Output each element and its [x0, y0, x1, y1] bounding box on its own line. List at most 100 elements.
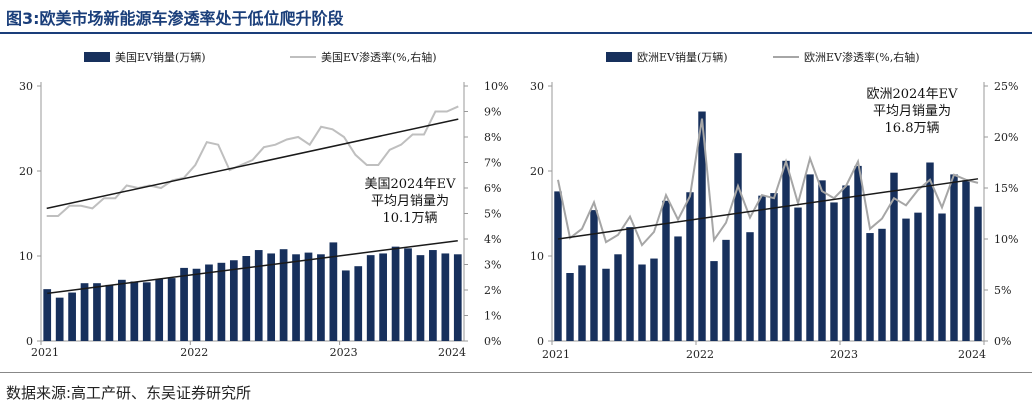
y-tick-label-left: 0	[537, 335, 544, 348]
bar	[254, 250, 263, 341]
y-tick-label-right: 9%	[484, 106, 501, 119]
annotation-line: 16.8万辆	[885, 121, 940, 136]
bar	[93, 283, 101, 341]
bar	[974, 206, 982, 341]
annotation-line: 平均月销量为	[873, 104, 951, 119]
data-source: 数据来源:高工产研、东吴证券研究所	[6, 384, 252, 402]
y-tick-label-right: 7%	[484, 157, 501, 170]
bar	[354, 266, 363, 341]
annotation-line: 欧洲2024年EV	[867, 87, 959, 102]
bar	[329, 242, 338, 341]
bar	[404, 248, 412, 341]
bar	[818, 180, 826, 341]
bar	[650, 258, 658, 341]
bar	[770, 193, 778, 341]
bar	[43, 289, 52, 341]
x-tick-label: 2024	[438, 346, 466, 359]
figure-title: 图3:欧美市场新能源车渗透率处于低位爬升阶段	[6, 9, 344, 28]
y-tick-label-left: 10	[530, 250, 544, 263]
y-tick-label-right: 8%	[484, 131, 501, 144]
figure-title-bar: 图3:欧美市场新能源车渗透率处于低位爬升阶段	[0, 0, 1032, 34]
bar	[842, 185, 850, 341]
bar	[806, 174, 814, 341]
legend-swatch-bar	[606, 52, 632, 62]
bar	[662, 200, 670, 341]
chart-us: 0 10 20 30 0% 1% 2% 3% 4% 5% 6% 7% 8% 9% 10% 2021 2022 20…	[19, 50, 508, 359]
y-tick-label-right: 10%	[994, 233, 1018, 246]
bar	[279, 249, 288, 341]
bar	[304, 252, 313, 341]
figure-footer: 数据来源:高工产研、东吴证券研究所	[0, 372, 1032, 413]
bar	[674, 236, 682, 341]
bar	[429, 250, 437, 341]
y-tick-label-left: 30	[530, 80, 544, 93]
bar	[878, 228, 886, 341]
y-tick-label-left: 20	[19, 165, 33, 178]
bar	[242, 256, 251, 341]
bar	[68, 292, 76, 341]
bar	[758, 195, 766, 341]
bar	[180, 267, 188, 341]
bar	[698, 111, 706, 341]
y-tick-label-right: 3%	[484, 259, 501, 272]
bar	[782, 160, 790, 341]
penetration-line	[46, 105, 459, 217]
chart-europe: 0 10 20 30 0% 5% 10% 15% 20% 25% 2021 2022 2023 2024 欧…	[530, 50, 1018, 361]
bar	[217, 262, 226, 341]
bar	[794, 207, 802, 341]
y-tick-label-right: 2%	[484, 284, 501, 297]
bar	[192, 268, 201, 341]
legend-label-bar: 欧洲EV销量(万辆)	[637, 50, 728, 64]
x-tick-label: 2023	[330, 346, 358, 359]
bar	[391, 246, 400, 341]
bar	[229, 260, 238, 341]
bar	[142, 282, 151, 341]
y-tick-label-left: 20	[530, 165, 544, 178]
legend-label-line: 欧洲EV渗透率(%,右轴)	[804, 50, 920, 64]
bar	[105, 284, 114, 341]
x-tick-label: 2022	[180, 346, 208, 359]
bar	[167, 278, 176, 341]
y-tick-label-right: 10%	[484, 80, 508, 93]
penetration-line	[557, 118, 979, 247]
bar	[734, 153, 742, 341]
y-tick-label-left: 30	[19, 80, 33, 93]
y-tick-label-left: 0	[26, 335, 33, 348]
bar	[379, 253, 387, 341]
bar	[554, 191, 562, 341]
y-tick-label-right: 0%	[994, 335, 1011, 348]
legend-label-line: 美国EV渗透率(%,右轴)	[321, 50, 437, 64]
bar	[416, 255, 425, 341]
annotation-line: 平均月销量为	[371, 194, 449, 209]
x-tick-label: 2021	[542, 348, 570, 361]
bar	[453, 254, 462, 341]
trendline	[557, 178, 979, 240]
y-tick-label-right: 6%	[484, 182, 501, 195]
y-tick-label-right: 20%	[994, 131, 1018, 144]
y-tick-label-right: 15%	[994, 182, 1018, 195]
bar	[590, 210, 598, 341]
bar	[950, 174, 958, 341]
x-tick-label: 2021	[31, 346, 59, 359]
bar	[686, 192, 694, 341]
bar	[614, 254, 622, 341]
bar	[130, 281, 139, 341]
bar	[722, 239, 730, 341]
bar	[118, 279, 126, 341]
bar	[854, 165, 862, 341]
bar	[626, 227, 634, 341]
y-tick-label-left: 10	[19, 250, 33, 263]
sales-trendline	[47, 239, 458, 295]
bar	[866, 233, 874, 341]
bar	[830, 202, 838, 341]
x-tick-label: 2023	[830, 348, 858, 361]
bar	[341, 270, 350, 341]
legend-label-bar: 美国EV销量(万辆)	[115, 50, 206, 64]
annotation-line: 10.1万辆	[383, 211, 438, 226]
bar	[938, 213, 946, 341]
x-tick-label: 2024	[958, 348, 986, 361]
bar	[267, 253, 276, 341]
bar	[366, 255, 375, 341]
bar	[890, 172, 898, 341]
